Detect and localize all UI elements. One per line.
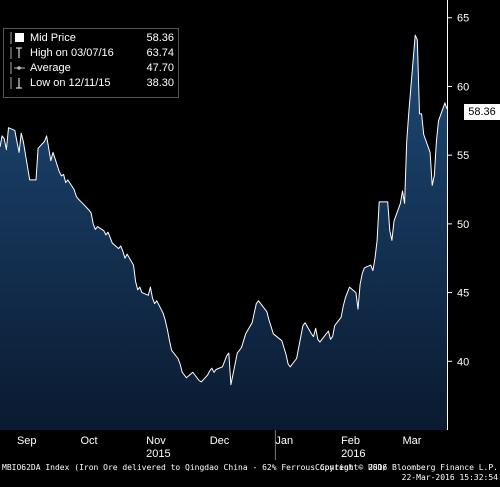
average-marker-icon xyxy=(10,62,25,74)
legend-value: 38.30 xyxy=(146,77,174,89)
footer-copyright-text: Copyright© 2016 Bloomberg Finance L.P. xyxy=(314,463,498,472)
y-tick-label: 50 xyxy=(457,219,469,231)
x-tick-label: Mar xyxy=(403,435,422,447)
legend-value: 47.70 xyxy=(146,62,174,74)
legend-item-high: High on 03/07/16 63.74 xyxy=(8,46,174,60)
last-price-tag: 58.36 xyxy=(464,104,500,120)
x-year-label: 2015 xyxy=(146,448,170,460)
x-tick-label: Feb xyxy=(341,435,360,447)
low-marker-icon xyxy=(10,77,22,89)
x-year-label: 2016 xyxy=(341,448,365,460)
x-tick-label: Dec xyxy=(210,435,230,447)
legend-value: 58.36 xyxy=(146,32,174,44)
series-area xyxy=(0,35,447,430)
x-tick-label: Nov xyxy=(146,435,166,447)
legend-value: 63.74 xyxy=(146,47,174,59)
y-tick-label: 40 xyxy=(457,356,469,368)
footer-copyright: Copyright© 2016 Bloomberg Finance L.P. 2… xyxy=(315,463,498,483)
legend-label: Mid Price xyxy=(30,32,76,44)
legend-item-mid-price: Mid Price 58.36 xyxy=(8,31,174,45)
x-tick-label: Jan xyxy=(275,435,293,447)
legend-label: Average xyxy=(30,62,71,74)
high-marker-icon xyxy=(10,47,22,59)
chart-legend: Mid Price 58.36 High on 03/07/16 63.74 A… xyxy=(3,28,179,98)
footer-index-description: MBIO62DA Index (Iron Ore delivered to Qi… xyxy=(2,463,388,472)
legend-item-low: Low on 12/11/15 38.30 xyxy=(8,76,174,90)
series-line xyxy=(0,34,448,386)
footer-timestamp: 22-Mar-2016 15:32:54 xyxy=(401,473,498,482)
y-tick-label: 55 xyxy=(457,150,469,162)
x-tick-label: Oct xyxy=(81,435,98,447)
legend-label: Low on 12/11/15 xyxy=(30,77,111,89)
y-tick-label: 65 xyxy=(457,13,469,25)
square-marker-icon xyxy=(10,32,24,44)
x-tick-label: Sep xyxy=(17,435,37,447)
legend-item-average: Average 47.70 xyxy=(8,61,174,75)
y-tick-label: 45 xyxy=(457,288,469,300)
y-tick-label: 60 xyxy=(457,81,469,93)
legend-label: High on 03/07/16 xyxy=(30,47,114,59)
